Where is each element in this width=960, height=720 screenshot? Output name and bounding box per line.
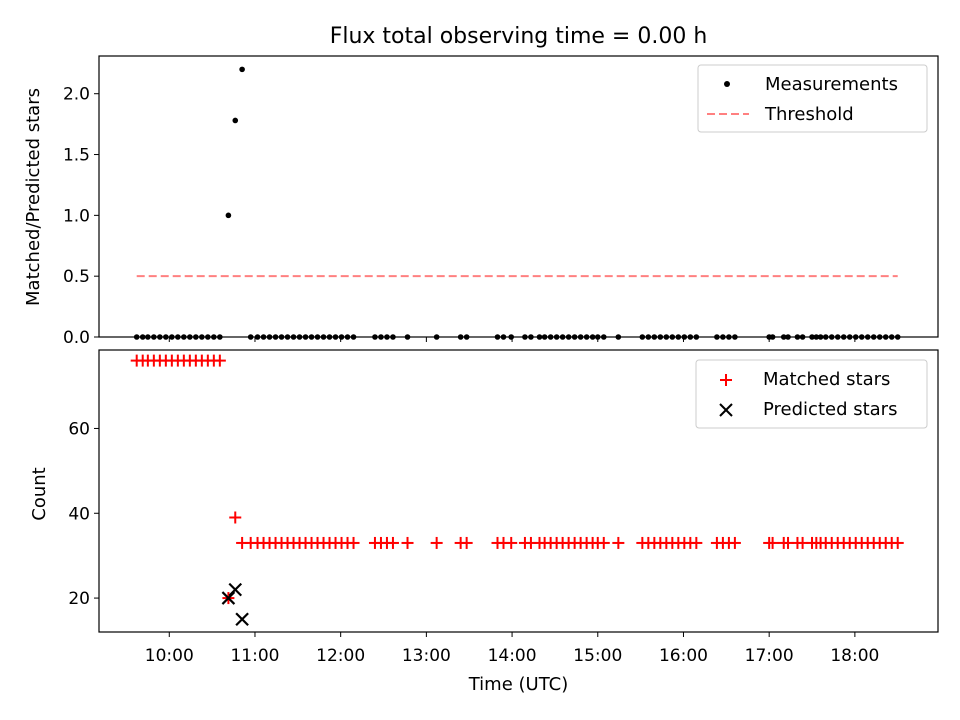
bottom-x-tick-label: 11:00 (230, 646, 279, 666)
matched-star-marker (690, 536, 703, 549)
bottom-x-tick-label: 18:00 (830, 646, 879, 666)
matched-star-marker (597, 536, 610, 549)
bottom-x-tick-label: 12:00 (316, 646, 365, 666)
top-chart-title: Flux total observing time = 0.00 h (330, 24, 708, 49)
bottom-y-axis-label: Count (29, 467, 50, 520)
bottom-x-tick-label: 16:00 (659, 646, 708, 666)
top-y-tick-label: 1.0 (63, 206, 90, 226)
bottom-axes-frame (98, 349, 939, 633)
top-legend: Measurements Threshold (697, 64, 928, 133)
matched-star-marker (229, 511, 242, 524)
legend-predicted-marker (719, 403, 733, 417)
predicted-star-stroke-b (221, 591, 236, 605)
measurement-point (232, 117, 239, 124)
legend-measurements-label: Measurements (765, 74, 898, 95)
predicted-star-stroke-b (228, 582, 243, 597)
predicted-star-marker (235, 612, 249, 627)
bottom-ticks: 20 40 60 10:00 11:00 12:00 13:00 14:00 15:00 16:0… (68, 419, 879, 666)
predicted-star-marker (221, 591, 236, 605)
matched-star-marker (612, 536, 625, 549)
predicted-star-stroke-b (235, 612, 249, 627)
bottom-x-tick-label: 15:00 (573, 646, 622, 666)
bottom-x-tick-label: 10:00 (145, 646, 194, 666)
top-y-tick-label: 0.5 (63, 267, 90, 287)
matched-star-marker (386, 536, 399, 549)
top-y-tick-label: 2.0 (63, 85, 90, 105)
bottom-legend-box (695, 359, 928, 429)
measurement-point (239, 66, 245, 73)
matched-star-marker (728, 536, 741, 549)
top-y-tick-label: 1.5 (63, 146, 90, 166)
legend-predicted-label: Predicted stars (763, 399, 897, 420)
bottom-x-tick-label: 13:00 (402, 646, 451, 666)
bottom-y-tick-label: 60 (68, 419, 90, 439)
bottom-x-axis-label: Time (UTC) (468, 674, 569, 695)
predicted-star-marker (228, 582, 243, 597)
bottom-y-tick-label: 40 (68, 504, 90, 524)
top-y-axis-label: Matched/Predicted stars (23, 88, 44, 306)
matched-star-marker (460, 536, 473, 549)
measurement-point (225, 212, 232, 219)
matched-star-marker (213, 354, 226, 367)
bottom-y-tick-label: 20 (68, 589, 90, 609)
top-y-tick-label: 0.0 (63, 328, 90, 348)
legend-matched-label: Matched stars (763, 369, 890, 390)
matched-star-marker (891, 536, 904, 549)
bottom-x-tick-label: 17:00 (745, 646, 794, 666)
top-y-ticks: 0.0 0.5 1.0 1.5 2.0 (63, 85, 856, 348)
matched-star-marker (401, 536, 414, 549)
bottom-x-tick-label: 14:00 (488, 646, 537, 666)
matched-star-marker (430, 536, 443, 549)
legend-measurements-marker (724, 81, 730, 87)
legend-matched-marker (720, 374, 732, 386)
bottom-legend: Matched stars Predicted stars (695, 359, 928, 429)
bottom-plot-layer (130, 354, 904, 627)
top-legend-box (697, 64, 928, 133)
matched-star-marker (505, 536, 518, 549)
matched-star-marker (347, 536, 360, 549)
matched-star-marker (766, 536, 779, 549)
top-axes-frame (98, 55, 939, 338)
legend-threshold-label: Threshold (764, 104, 854, 125)
